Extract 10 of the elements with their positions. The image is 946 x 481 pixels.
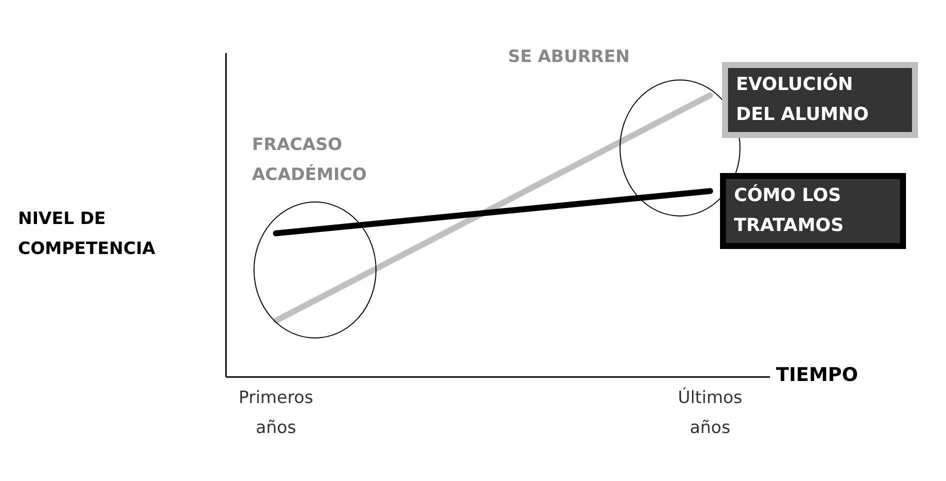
text: SE ABURREN xyxy=(508,46,631,69)
name-tag: CÓMO LOS TRATAMOS xyxy=(720,173,906,249)
x-tick-label: Primeros años xyxy=(238,388,314,438)
series-label: CÓMO LOS TRATAMOS xyxy=(734,183,845,238)
x-tick-label: Últimos años xyxy=(678,387,742,438)
annotation: FRACASO ACADÉMICO xyxy=(252,134,368,187)
series-label: EVOLUCIÓN DEL ALUMNO xyxy=(736,72,870,127)
x-axis-title: TIEMPO xyxy=(776,364,858,386)
name-tag: EVOLUCIÓN DEL ALUMNO xyxy=(722,62,918,138)
y-axis-title: NIVEL DE COMPETENCIA xyxy=(18,208,156,261)
